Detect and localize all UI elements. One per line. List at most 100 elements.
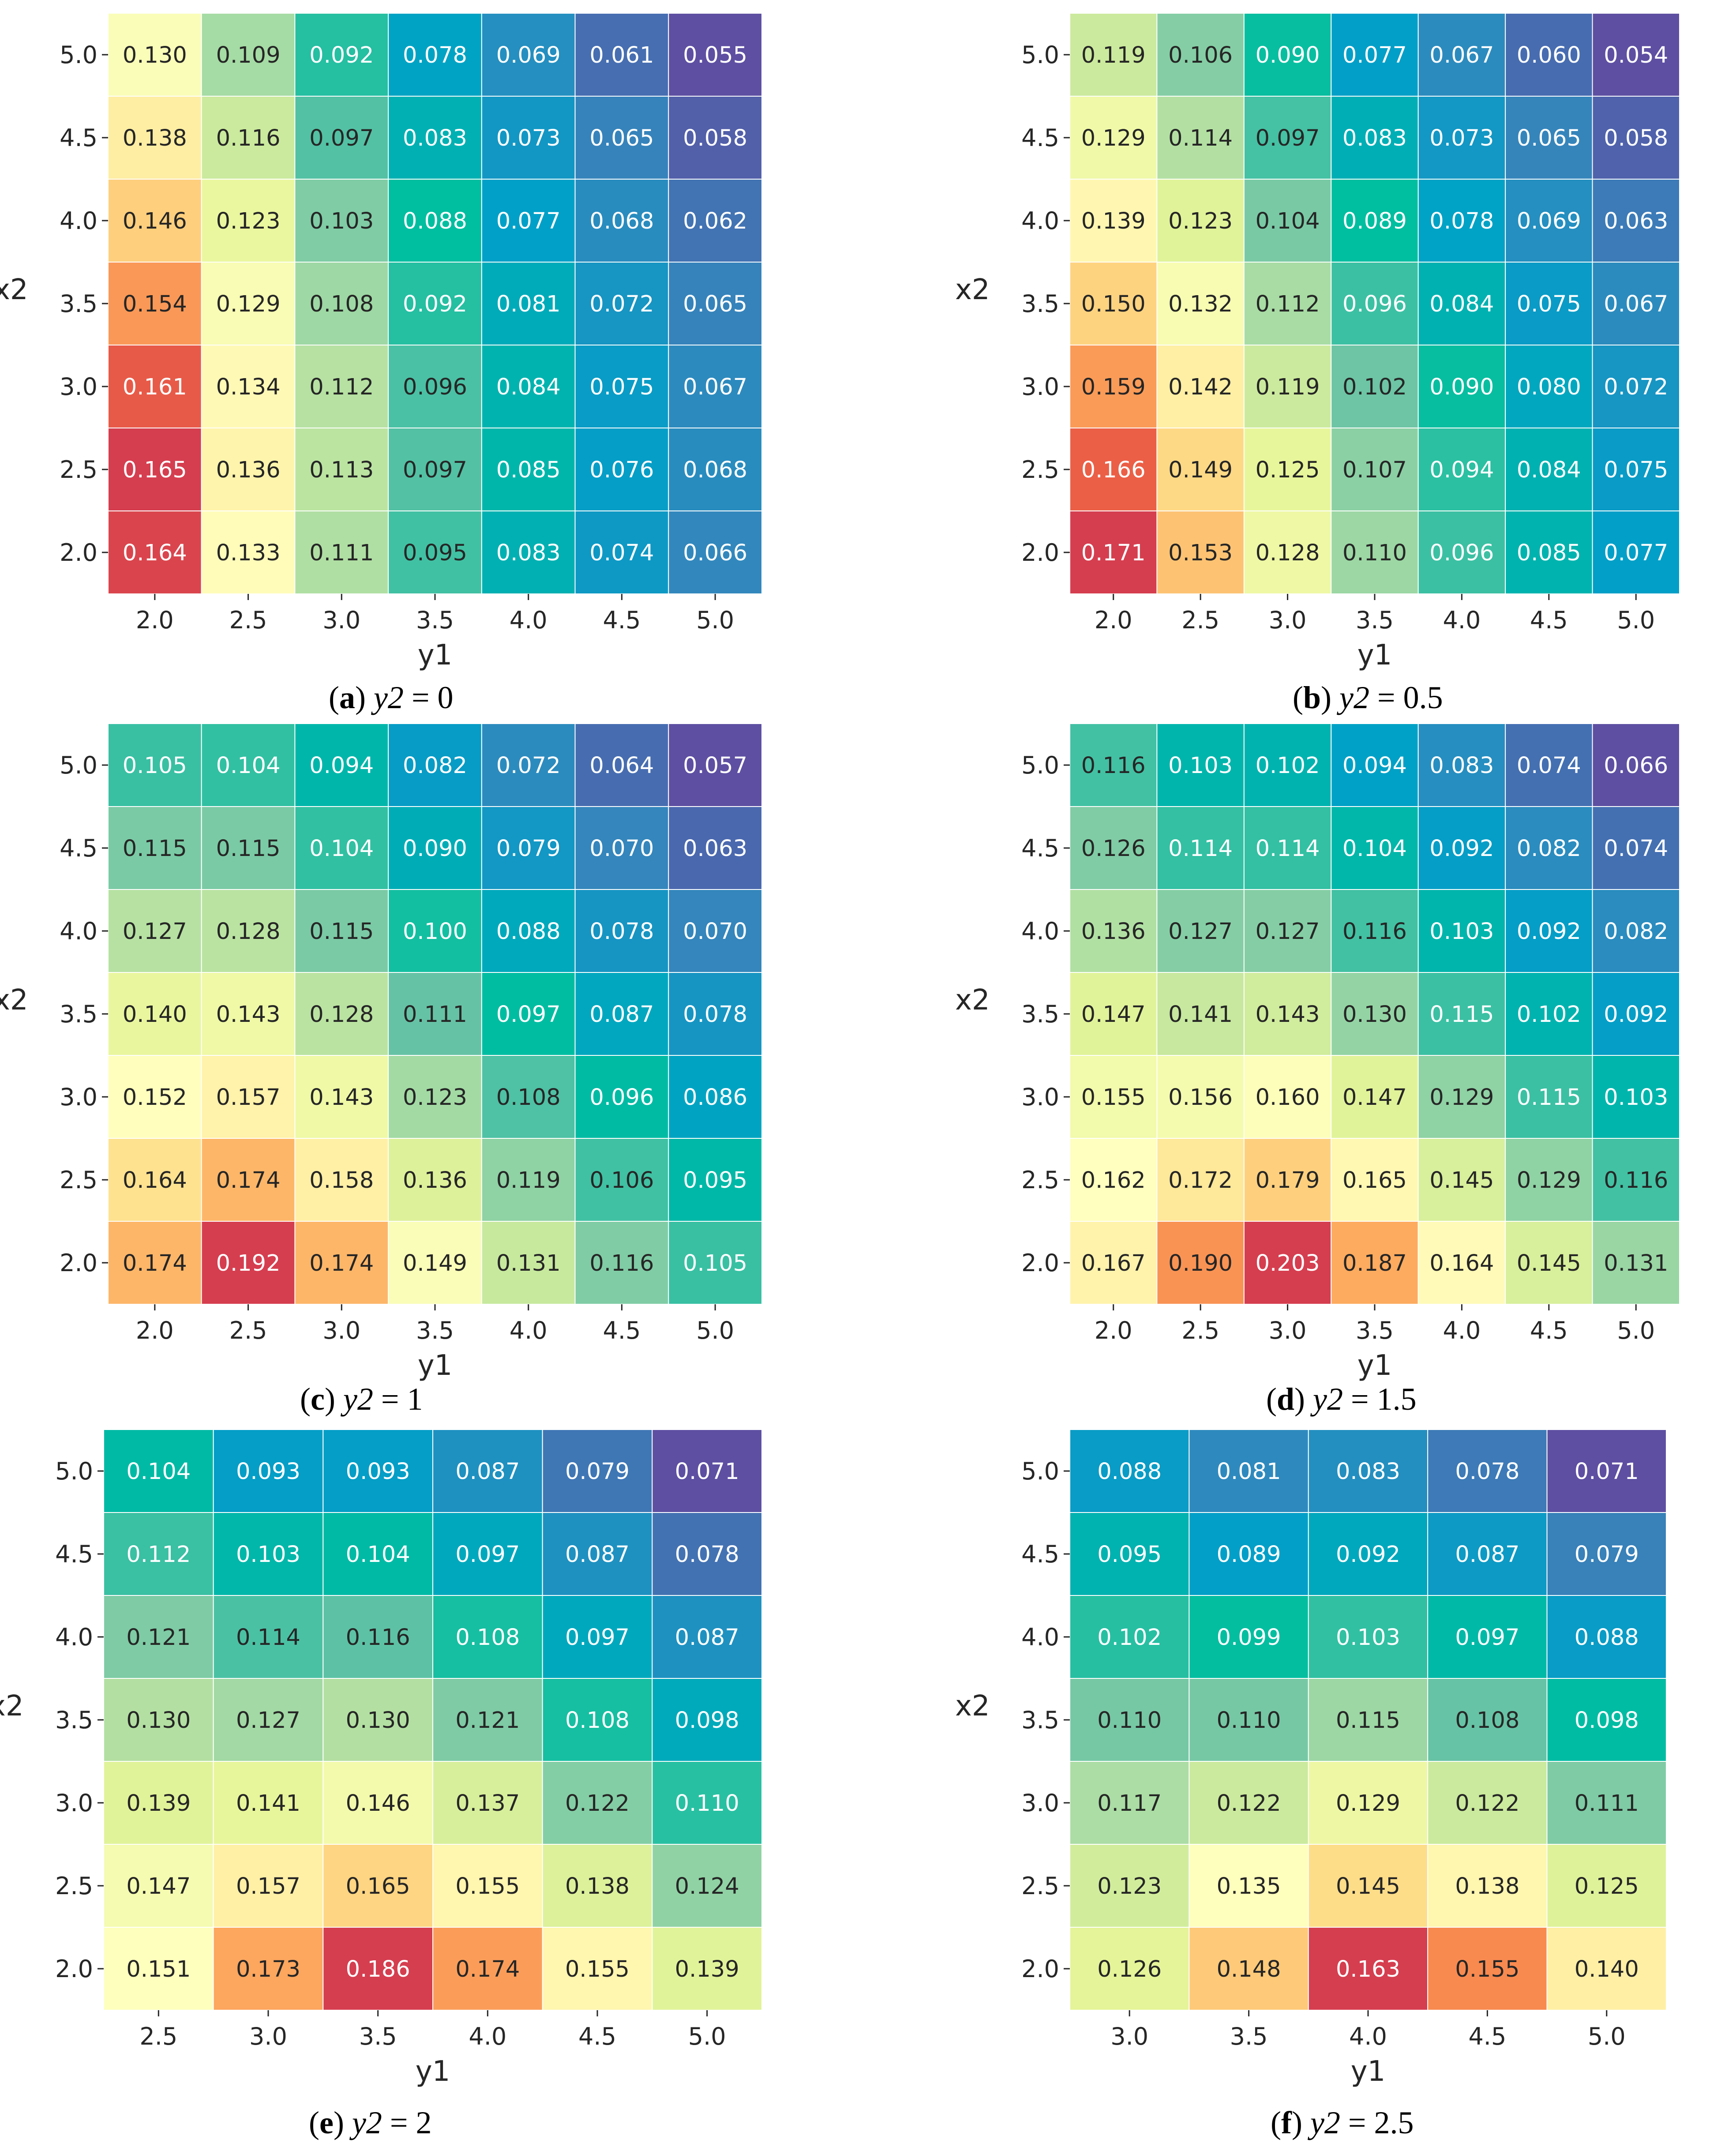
x-tick-label: 3.5 [416,1317,454,1344]
panel-caption: (f) y2 = 2.5 [1271,2105,1414,2140]
heatmap-cell [1243,1221,1332,1305]
cell-value-label: 0.119 [496,1167,561,1193]
cell-value-label: 0.129 [1081,125,1146,151]
cell-value-label: 0.104 [346,1542,410,1568]
heatmap-cell [652,1595,763,1679]
cell-value-label: 0.086 [683,1085,747,1111]
cell-value-label: 0.128 [1256,540,1320,566]
cell-value-label: 0.122 [565,1790,630,1816]
heatmap-cell [108,806,202,890]
heatmap-cell [432,1844,543,1928]
heatmap-cell [1592,345,1680,428]
caption-letter: e [319,2105,334,2140]
heatmap-cell [1156,96,1245,180]
cell-value-label: 0.087 [455,1459,520,1485]
cell-value-label: 0.116 [1604,1167,1668,1193]
y-axis-label: x2 [0,274,28,306]
x-tick-label: 4.0 [510,1317,547,1344]
cell-value-label: 0.106 [589,1167,654,1193]
cell-value-label: 0.140 [123,1002,187,1028]
y-tick-label: 4.5 [1021,124,1059,152]
caption-close-paren: ) [1321,680,1339,715]
heatmap-cell [481,1055,576,1139]
y-tick-label: 4.5 [1021,834,1059,862]
heatmap-cell [1308,1678,1429,1762]
cell-value-label: 0.116 [1342,919,1407,945]
caption-variable: y2 [349,2105,382,2140]
panel-caption: (b) y2 = 0.5 [1293,680,1443,715]
heatmap-cell [1505,1055,1593,1139]
y-tick-label: 3.0 [55,1789,93,1817]
cell-value-label: 0.083 [403,125,467,151]
heatmap-cell [388,889,482,973]
y-tick-label: 5.0 [60,41,97,69]
cell-value-label: 0.143 [309,1085,374,1111]
heatmap-cell [542,1595,653,1679]
cell-value-label: 0.098 [1575,1708,1639,1734]
x-axis-label: y1 [418,639,453,672]
caption-letter: d [1277,1381,1294,1417]
cell-value-label: 0.160 [1256,1085,1320,1111]
cell-value-label: 0.116 [216,125,281,151]
heatmap-cell [201,13,296,97]
x-tick-label: 3.0 [1269,1317,1307,1344]
y-tick-label: 2.0 [60,539,97,567]
cell-value-label: 0.106 [1168,42,1233,68]
heatmap-cell [574,723,669,807]
heatmap-cell [1156,972,1245,1056]
heatmap-cell [652,1429,763,1513]
x-tick-label: 3.5 [1356,1317,1394,1344]
heatmap-cell [1156,428,1245,511]
heatmap-cell [1331,96,1419,180]
cell-value-label: 0.074 [1604,836,1668,862]
heatmap-cell [574,262,669,345]
caption-value: 2.5 [1374,2105,1414,2140]
heatmap-cell [1505,13,1593,97]
cell-value-label: 0.079 [565,1459,630,1485]
cell-value-label: 0.115 [216,836,281,862]
y-tick-label: 2.5 [1021,1166,1059,1194]
caption-value: 2 [416,2105,432,2140]
cell-value-label: 0.083 [1429,753,1494,779]
heatmap-cell [108,1055,202,1139]
heatmap-cell [1243,1138,1332,1222]
heatmap-cell [1592,179,1680,263]
cell-value-label: 0.087 [565,1542,630,1568]
heatmap-cell [103,1678,214,1762]
cell-value-label: 0.088 [403,208,467,234]
cell-value-label: 0.111 [309,540,374,566]
cell-value-label: 0.108 [496,1085,561,1111]
cell-value-label: 0.072 [589,291,654,317]
cell-value-label: 0.079 [1575,1542,1639,1568]
heatmap-cell [1331,13,1419,97]
heatmap-cell [322,1512,433,1596]
heatmap-cell [1243,13,1332,97]
heatmap-cell [108,428,202,511]
panel-caption: (e) y2 = 2 [309,2105,432,2140]
y-tick-label: 4.0 [1021,917,1059,945]
x-tick-label: 3.0 [322,1317,360,1344]
heatmap-cell [108,1221,202,1305]
y-tick-label: 3.0 [60,373,97,401]
cell-value-label: 0.137 [455,1790,520,1816]
cell-value-label: 0.092 [403,291,467,317]
x-tick-label: 4.5 [1468,2023,1506,2050]
caption-variable: y2 [1336,680,1369,715]
heatmap-cell [1069,262,1158,345]
cell-value-label: 0.145 [1517,1250,1581,1276]
heatmap-cell [388,262,482,345]
cell-value-label: 0.103 [236,1542,300,1568]
cell-value-label: 0.122 [1455,1790,1519,1816]
heatmap-cell [481,972,576,1056]
cell-value-label: 0.126 [1097,1956,1162,1982]
heatmap-cell [1069,1138,1158,1222]
cell-value-label: 0.100 [403,919,467,945]
cell-value-label: 0.065 [1517,125,1581,151]
heatmap-cell [1069,1678,1190,1762]
panel-caption: (d) y2 = 1.5 [1266,1381,1417,1417]
caption-equals: = [373,1381,407,1417]
cell-value-label: 0.068 [589,208,654,234]
heatmap-cell [542,1429,653,1513]
heatmap-panel-d: 0.116 0.103 0.102 0.094 0.083 0.074 0.066 0.126… [955,723,1680,1417]
cell-value-label: 0.088 [1097,1459,1162,1485]
